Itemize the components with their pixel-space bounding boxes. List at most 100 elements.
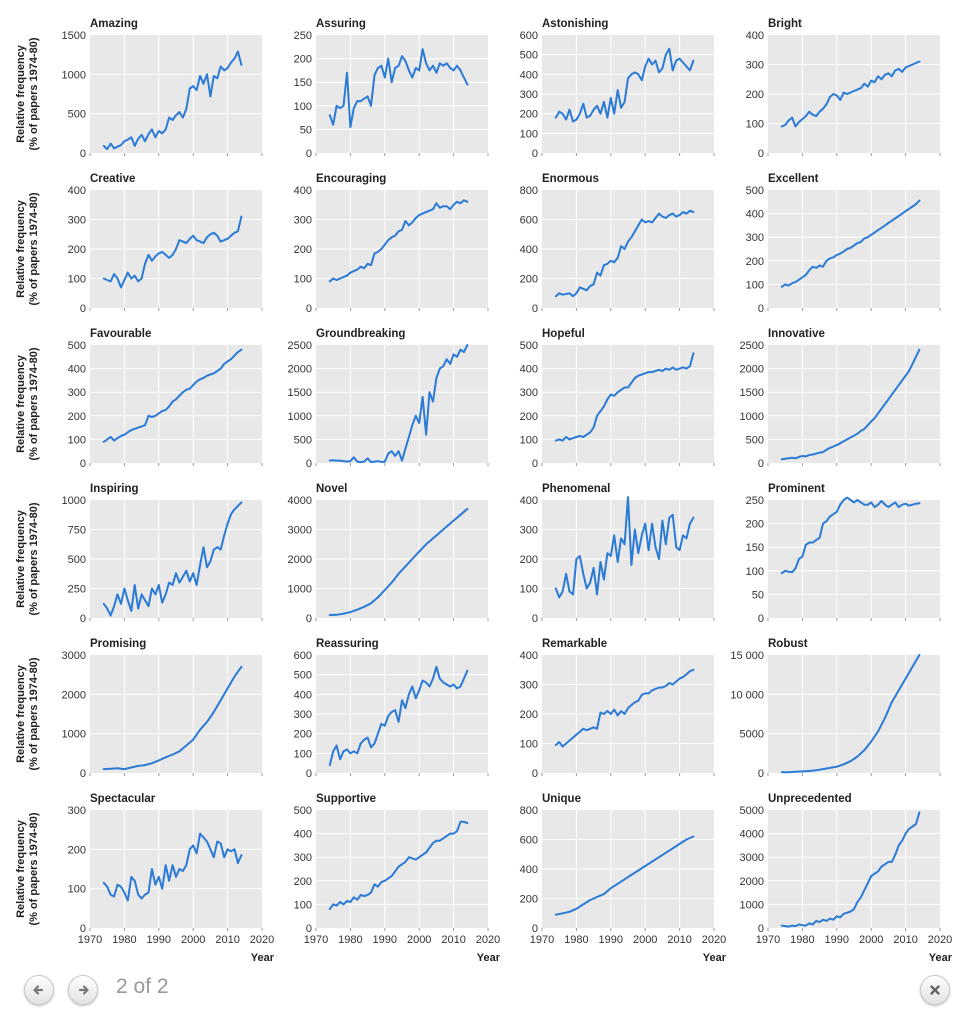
series-line <box>102 215 243 289</box>
chart-panel: 0 200 400 600 800 Enormous <box>520 173 715 315</box>
y-tick-label: 400 <box>294 829 312 841</box>
y-axis-label-line: Relative frequency <box>15 819 27 918</box>
previous-button[interactable] <box>24 975 54 1005</box>
chart-panel: 0 100 200 300 400 500 600 Reassuring <box>294 638 489 780</box>
y-tick-label: 300 <box>68 805 86 817</box>
y-tick-label: 150 <box>294 77 312 89</box>
plot-background <box>542 345 714 463</box>
series-line <box>554 352 695 442</box>
y-tick-label: 250 <box>68 584 86 596</box>
y-tick-label: 600 <box>520 215 538 227</box>
y-tick-label: 200 <box>746 89 764 101</box>
series-line <box>780 496 921 575</box>
y-tick-label: 100 <box>520 739 538 751</box>
y-tick-label: 5000 <box>740 805 764 817</box>
y-tick-label: 200 <box>294 876 312 888</box>
chart-title: Innovative <box>768 328 825 340</box>
series-line <box>328 665 469 767</box>
series-line <box>102 832 243 902</box>
next-button[interactable] <box>68 975 98 1005</box>
y-tick-label: 300 <box>520 680 538 692</box>
y-tick-label: 0 <box>80 613 86 625</box>
y-tick-label: 600 <box>520 835 538 847</box>
y-tick-label: 200 <box>520 109 538 121</box>
y-tick-label: 2000 <box>62 689 86 701</box>
y-tick-label: 800 <box>520 185 538 197</box>
x-tick-label: 2000 <box>407 934 431 946</box>
chart-title: Spectacular <box>90 793 156 805</box>
y-tick-label: 250 <box>294 30 312 42</box>
y-tick-label: 2000 <box>740 364 764 376</box>
y-tick-label: 200 <box>746 519 764 531</box>
chart-panel: 0 1000 2000 3000 Promising Relative frequency… <box>15 638 263 780</box>
y-tick-label: 2000 <box>740 876 764 888</box>
plot-background <box>316 345 488 463</box>
y-tick-label: 300 <box>746 60 764 72</box>
y-tick-label: 100 <box>746 566 764 578</box>
series-line <box>328 48 469 128</box>
y-axis-label-line: (% of papers 1974-80) <box>28 37 40 150</box>
chart-title: Bright <box>768 18 802 30</box>
y-tick-label: 750 <box>68 525 86 537</box>
y-tick-label: 0 <box>532 613 538 625</box>
chart-title: Favourable <box>90 328 151 340</box>
y-axis-label-line: Relative frequency <box>15 199 27 298</box>
y-tick-label: 200 <box>68 411 86 423</box>
y-tick-label: 600 <box>294 650 312 662</box>
y-tick-label: 200 <box>520 554 538 566</box>
y-tick-label: 400 <box>520 244 538 256</box>
x-tick-label: 2010 <box>667 934 691 946</box>
chart-title: Prominent <box>768 483 825 495</box>
y-tick-label: 500 <box>294 670 312 682</box>
chart-title: Unprecedented <box>768 793 852 805</box>
close-button[interactable] <box>920 975 950 1005</box>
y-tick-label: 300 <box>520 89 538 101</box>
y-tick-label: 400 <box>68 364 86 376</box>
x-tick-label: 1980 <box>338 934 362 946</box>
right-arrow-icon <box>78 985 89 995</box>
chart-panel: 0 1000 2000 3000 4000 Novel <box>288 483 489 625</box>
x-tick-label: 2020 <box>928 934 952 946</box>
series-line <box>780 811 921 928</box>
chart-panel: 0 50 100 150 200 250 Prominent <box>746 483 941 625</box>
chart-title: Remarkable <box>542 638 607 650</box>
y-tick-label: 50 <box>752 589 764 601</box>
x-tick-label: 1980 <box>790 934 814 946</box>
y-tick-label: 2000 <box>288 554 312 566</box>
y-tick-label: 100 <box>294 748 312 760</box>
y-tick-label: 0 <box>306 923 312 935</box>
y-tick-label: 200 <box>520 894 538 906</box>
y-tick-label: 0 <box>80 148 86 160</box>
chart-panel: 0 500 1000 1500 2000 2500 Groundbreaking <box>288 328 489 470</box>
y-tick-label: 3000 <box>62 650 86 662</box>
chart-title: Excellent <box>768 173 819 185</box>
y-axis-label-line: (% of papers 1974-80) <box>28 812 40 925</box>
chart-panel: 0 500 1000 1500 Amazing Relative frequency(% … <box>15 18 263 160</box>
y-tick-label: 4000 <box>288 495 312 507</box>
series-line <box>780 60 921 128</box>
y-tick-label: 300 <box>294 709 312 721</box>
left-arrow-icon <box>33 985 44 995</box>
y-axis-label: Relative frequency(% of papers 1974-80) <box>15 37 40 150</box>
y-tick-label: 5000 <box>740 729 764 741</box>
y-tick-label: 200 <box>294 244 312 256</box>
y-tick-label: 0 <box>532 923 538 935</box>
y-tick-label: 100 <box>520 434 538 446</box>
y-tick-label: 500 <box>746 185 764 197</box>
y-tick-label: 500 <box>746 434 764 446</box>
y-tick-label: 1000 <box>62 729 86 741</box>
plot-background <box>90 35 262 153</box>
y-tick-label: 0 <box>306 148 312 160</box>
y-axis-label-line: (% of papers 1974-80) <box>28 657 40 770</box>
y-tick-label: 0 <box>532 303 538 315</box>
x-tick-label: 2010 <box>441 934 465 946</box>
y-tick-label: 0 <box>758 768 764 780</box>
chart-title: Enormous <box>542 173 599 185</box>
y-tick-label: 600 <box>520 30 538 42</box>
chart-panel: 0 5000 10 000 15 000 Robust <box>730 638 941 780</box>
y-tick-label: 1500 <box>62 30 86 42</box>
page-indicator: 2 of 2 <box>116 975 169 998</box>
y-tick-label: 300 <box>68 215 86 227</box>
y-tick-label: 400 <box>520 864 538 876</box>
